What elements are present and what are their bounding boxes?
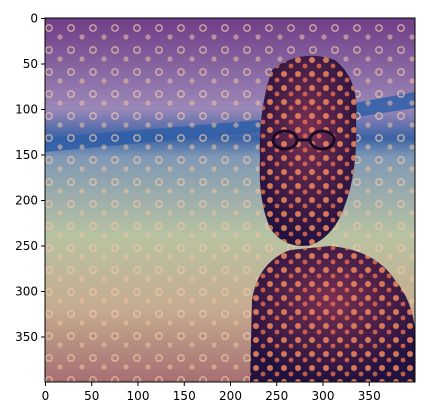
x-tick-label: 50: [84, 389, 99, 403]
y-tick-label: 250: [15, 239, 38, 253]
x-tick-label: 250: [265, 389, 288, 403]
y-tick-label: 100: [15, 103, 38, 117]
x-tick-label: 350: [358, 389, 381, 403]
y-tick-label: 350: [15, 330, 38, 344]
y-tick-label: 50: [23, 57, 38, 71]
x-tick-label: 200: [219, 389, 242, 403]
x-tick-label: 100: [127, 389, 150, 403]
stylized-portrait-image: [45, 18, 415, 382]
y-tick-label: 300: [15, 285, 38, 299]
y-tick-label: 200: [15, 194, 38, 208]
x-tick-label: 0: [42, 389, 50, 403]
x-axis: 0 50 100 150 200 250 300 350: [42, 382, 381, 403]
y-axis: 0 50 100 150 200 250 300 350: [15, 12, 45, 344]
y-tick-label: 0: [30, 12, 38, 26]
y-tick-label: 150: [15, 148, 38, 162]
x-tick-label: 300: [312, 389, 335, 403]
x-tick-label: 150: [173, 389, 196, 403]
